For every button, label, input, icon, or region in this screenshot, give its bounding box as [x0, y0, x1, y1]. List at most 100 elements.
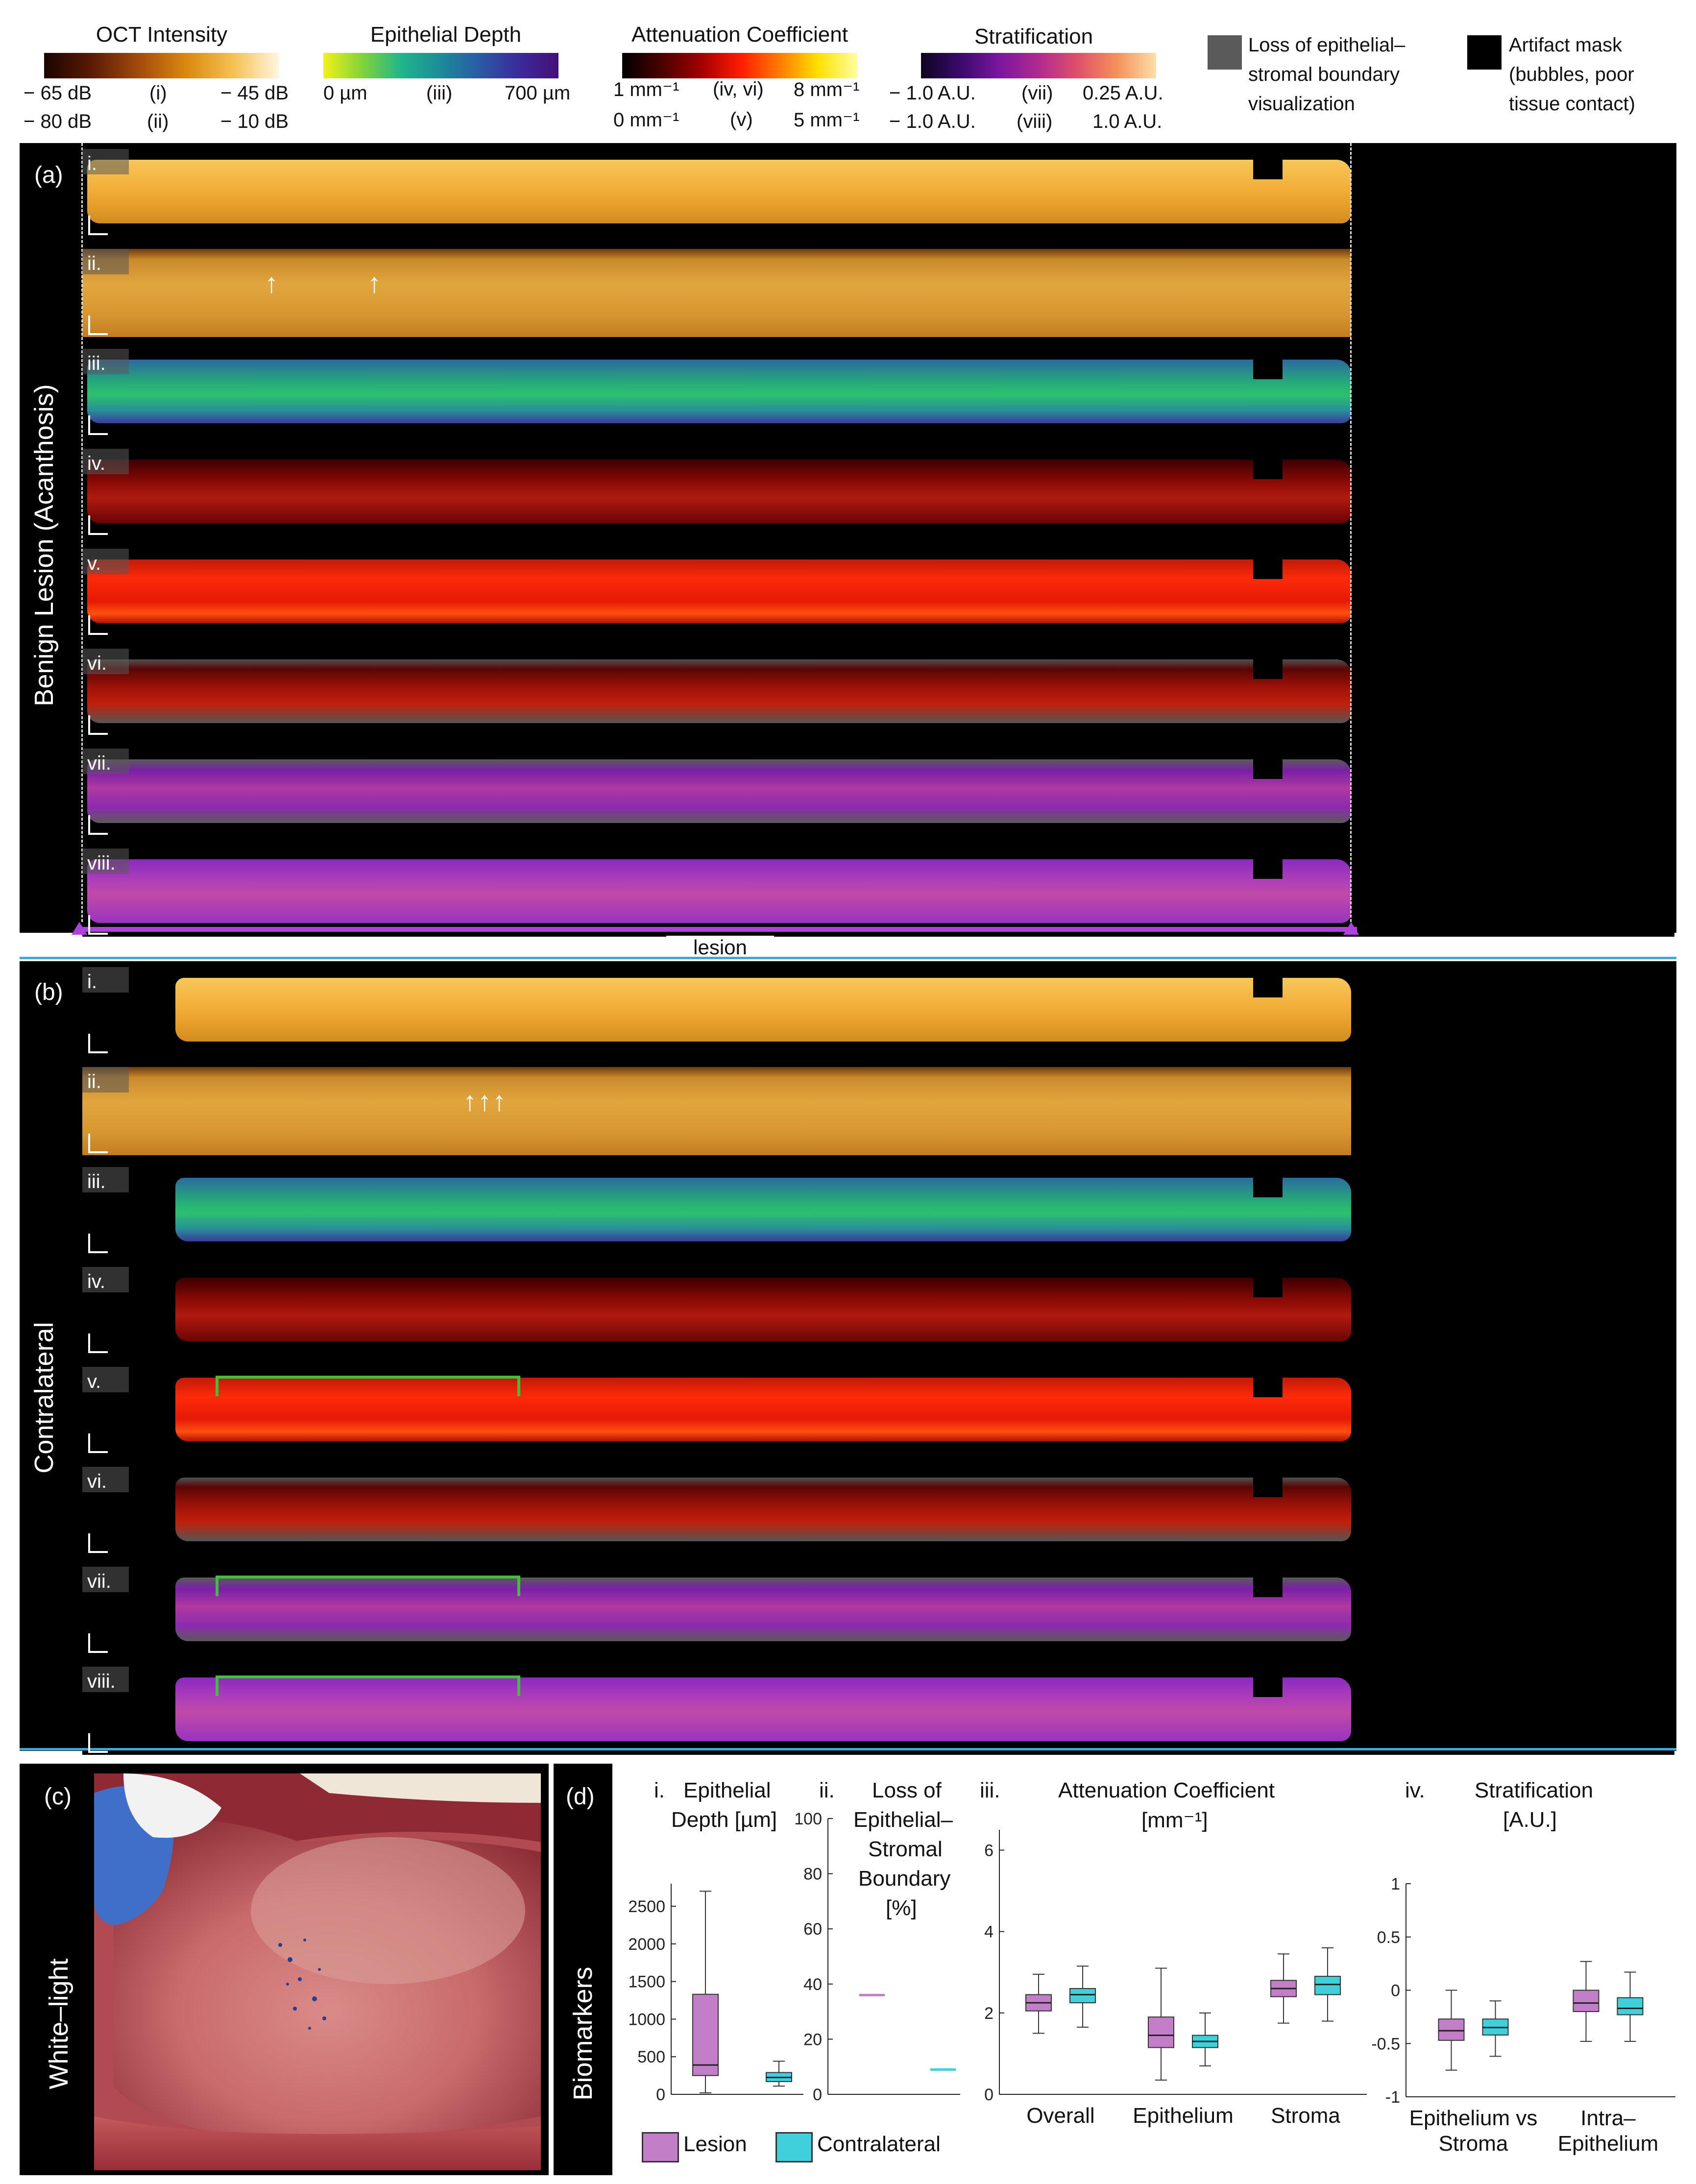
panel-a-row-label-6: vi. [87, 653, 107, 674]
panel-b-row-label-3: iii. [87, 1171, 106, 1192]
legend-depth-title: Epithelial Depth [370, 23, 522, 47]
panel-b-label-bg-5 [82, 1367, 129, 1392]
legend-contralateral-swatch [775, 2132, 813, 2162]
panel-b-artifact-8 [1253, 1677, 1283, 1697]
chart-i-line1: Epithelial [683, 1778, 771, 1802]
chart-3-ytick-label-3: 0.5 [1377, 1928, 1400, 1947]
oct-row2-start: − 80 dB [24, 111, 92, 132]
panel-a-artifact-6 [1253, 659, 1283, 679]
panel-b-scale-bar-3 [88, 1234, 108, 1253]
panel-b-label-bg-1 [82, 967, 129, 993]
panel-a-scale-bar-8 [88, 915, 108, 935]
chart-0-ytick-label-0: 0 [656, 2086, 665, 2104]
depth-row1-start: 0 µm [323, 82, 367, 104]
panel-a-strip-8: viii. [82, 849, 1674, 937]
artifact-line2: (bubbles, poor [1509, 64, 1634, 85]
white-light-photo [94, 1773, 541, 2170]
legend-lesion-label: Lesion [683, 2132, 747, 2156]
chart-ii-line3: Stromal [868, 1837, 943, 1861]
chart-2-box-2 [1148, 2016, 1174, 2048]
lesion-left-arrow-icon [72, 922, 87, 935]
strat-row1-end: 0.25 A.U. [1083, 82, 1163, 104]
panel-a-label-bg-1 [82, 149, 129, 174]
chart-3-box-2 [1573, 1990, 1599, 2012]
chart-2-category-label-2-0: Stroma [1271, 2104, 1340, 2128]
panel-b-tissue-4 [175, 1278, 1351, 1341]
panel-b-row-label-5: v. [87, 1371, 101, 1392]
green-bracket-3 [216, 1675, 520, 1696]
panel-c-letter: (c) [44, 1784, 72, 1810]
chart-2-category-label-0-0: Overall [1026, 2104, 1094, 2128]
panel-a-tissue-3 [87, 360, 1351, 423]
panel-b-artifact-3 [1253, 1178, 1283, 1197]
panel-a-row-label-1: i. [87, 153, 97, 174]
depth-colorbar [323, 53, 558, 78]
panel-a-label-bg-5 [82, 549, 129, 574]
panel-a-artifact-5 [1253, 559, 1283, 579]
panel-a-label-bg-4 [82, 449, 129, 474]
lesion-right-arrow-icon [1343, 922, 1359, 935]
chart-0-ytick-label-1: 500 [637, 2048, 665, 2066]
panel-b-strip-1: i. [82, 967, 1674, 1055]
panel-b-scale-bar-6 [88, 1533, 108, 1553]
strat-row2-mid: (viii) [1017, 111, 1053, 132]
strat-row1-start: − 1.0 A.U. [889, 82, 976, 104]
panel-a-tissue-7 [87, 759, 1351, 823]
panel-b-scale-bar-1 [88, 1034, 108, 1053]
legend-atten-title: Attenuation Coefficient [631, 23, 848, 47]
chart-3-category-label-0-1: Stroma [1439, 2132, 1508, 2156]
panel-a-strip-1: i. [82, 149, 1674, 237]
oct-row2-mid: (ii) [147, 111, 169, 132]
chart-1-ytick-label-4: 80 [803, 1865, 822, 1884]
atten-row2-start: 0 mm⁻¹ [613, 109, 679, 131]
panel-b-artifact-7 [1253, 1577, 1283, 1597]
panel-b-strip-8: viii. [82, 1667, 1674, 1755]
panel-a-label-bg-7 [82, 749, 129, 774]
chart-3-ytick-label-2: 0 [1391, 1982, 1400, 2000]
chart-1-ytick-label-5: 100 [794, 1810, 822, 1828]
loss-line1: Loss of epithelial– [1248, 34, 1405, 56]
panel-a-row-label-2: ii. [87, 253, 101, 274]
arrow-a-ii-2-icon: ↑ [367, 267, 381, 298]
panel-a-artifact-3 [1253, 360, 1283, 379]
chart-2-box-5 [1314, 1976, 1341, 1995]
panel-a-tissue-8 [87, 859, 1351, 923]
panel-b-artifact-5 [1253, 1378, 1283, 1397]
atten-row1-start: 1 mm⁻¹ [613, 79, 679, 100]
artifact-line3: tissue contact) [1509, 93, 1635, 115]
strat-row2-end: 1.0 A.U. [1092, 111, 1163, 132]
panel-b-scale-bar-2 [88, 1134, 108, 1153]
atten-colorbar [622, 53, 857, 78]
panel-b-row-label-6: vi. [87, 1471, 107, 1492]
panel-a-scale-bar-7 [88, 815, 108, 835]
panel-d-sidebar: (d) Biomarkers [554, 1764, 612, 2175]
panel-a-artifact-8 [1253, 859, 1283, 879]
panel-b-scale-bar-8 [88, 1733, 108, 1753]
chart-iii-num: iii. [980, 1778, 1000, 1802]
panel-a-tissue-6 [87, 659, 1351, 723]
chart-2-ytick-label-2: 4 [984, 1923, 993, 1941]
oct-row1-mid: (i) [149, 82, 167, 104]
oct-row1-start: − 65 dB [24, 82, 92, 104]
panel-a-row-label-7: vii. [87, 752, 111, 774]
panel-b-strip-2: ii. [82, 1067, 1674, 1155]
panel-b-row-label-1: i. [87, 971, 97, 993]
panel-b-artifact-4 [1253, 1278, 1283, 1297]
panel-a-scale-bar-5 [88, 615, 108, 635]
atten-row2-mid: (v) [730, 109, 753, 130]
panel-b-letter: (b) [34, 979, 63, 1005]
panel-a-tissue-4 [87, 460, 1351, 523]
loss-swatch [1208, 35, 1242, 70]
panel-a-strip-2: ii. [82, 249, 1674, 337]
chart-3-box-0 [1438, 2018, 1465, 2041]
chart-1-ytick-label-2: 40 [803, 1975, 822, 1994]
panel-b-label-bg-7 [82, 1567, 129, 1592]
chart-3-ytick-label-0: -1 [1385, 2088, 1400, 2107]
panel-b-row-label-7: vii. [87, 1571, 111, 1592]
panel-a-tissue-1 [87, 160, 1351, 223]
panel-b-tissue-2 [82, 1067, 1351, 1155]
arrow-b-ii-1-icon: ↑ [463, 1086, 477, 1116]
legend-strat-title: Stratification [974, 24, 1093, 49]
panel-b-tissue-3 [175, 1178, 1351, 1241]
panel-b-label-bg-8 [82, 1667, 129, 1692]
